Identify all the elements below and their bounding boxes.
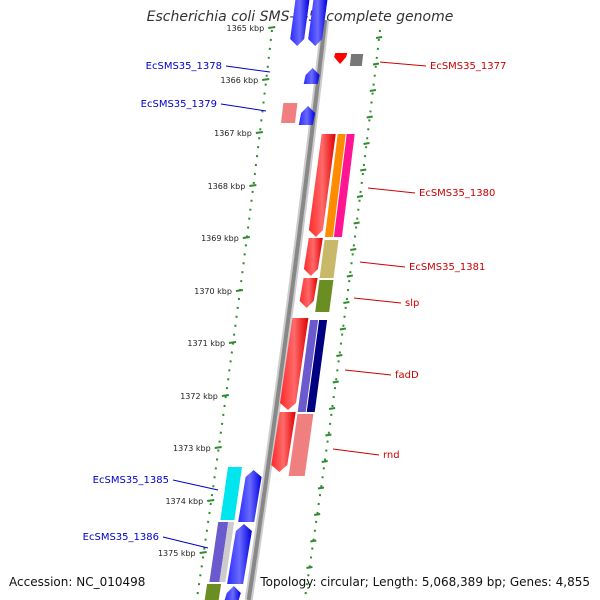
gene-label: EcSMS35_1381 — [409, 262, 485, 273]
gene-next-a — [204, 584, 222, 600]
gene-label: rnd — [383, 450, 400, 461]
label-leader-line — [220, 103, 267, 112]
gene-features — [204, 0, 364, 600]
label-leader-line — [172, 479, 219, 491]
label-leader-line — [353, 297, 402, 304]
major-tick — [268, 26, 276, 29]
major-tick — [249, 184, 257, 187]
gene-fadd-b — [297, 320, 319, 412]
major-tick — [235, 289, 244, 292]
label-leader-line — [225, 65, 271, 73]
major-tick — [207, 499, 215, 502]
gene-ecsms35-1379-a — [281, 103, 298, 123]
kbp-tick-label: 1373 kbp — [173, 444, 211, 453]
gene-ecsms35-1380-c — [333, 134, 355, 237]
label-leader-line — [367, 187, 416, 194]
label-leader-line — [332, 448, 380, 456]
gene-1376-b — [308, 0, 328, 46]
major-tick — [262, 78, 270, 81]
major-tick — [228, 341, 237, 344]
major-tick — [199, 551, 207, 554]
kbp-tick-label: 1374 kbp — [165, 497, 203, 506]
minor-tick — [343, 301, 350, 304]
minor-tick — [336, 354, 343, 357]
label-leader-line — [379, 61, 427, 67]
major-tick — [214, 446, 222, 449]
gene-label: fadD — [395, 370, 419, 381]
kbp-tick-label: 1369 kbp — [201, 234, 239, 243]
gene-rnd-a — [271, 412, 296, 472]
gene-ecsms35-1380-a — [308, 134, 336, 237]
gene-label: slp — [405, 298, 419, 309]
gene-ecsms35-1378 — [303, 68, 320, 84]
minor-tick — [328, 407, 336, 410]
right-dotted-line — [303, 29, 381, 600]
gene-ecsms35-1381-b — [319, 240, 339, 278]
minor-tick — [366, 115, 373, 119]
kbp-tick-label: 1375 kbp — [158, 549, 196, 558]
gene-label: EcSMS35_1385 — [93, 475, 169, 486]
gene-ecsms35-1385-a — [220, 467, 242, 520]
gene-labels: EcSMS35_1378 EcSMS35_1379 EcSMS35_1385 EcSM… — [83, 61, 506, 549]
gene-ecsms35-1377-b — [349, 54, 364, 66]
kbp-ticks: 1365 kbp 1366 kbp 1367 kbp 1368 kbp 1369 kbp… — [158, 24, 383, 600]
minor-tick — [360, 168, 367, 172]
kbp-tick-label: 1365 kbp — [227, 24, 265, 33]
gene-ecsms35-1386-c — [227, 524, 252, 584]
minor-tick — [332, 380, 339, 384]
kbp-tick-label: 1371 kbp — [187, 339, 225, 348]
gene-next-b — [224, 586, 241, 600]
minor-tick — [350, 248, 357, 251]
gene-rnd-b — [288, 414, 314, 476]
gene-fadd-a — [280, 318, 309, 410]
major-tick — [242, 236, 250, 239]
gene-ecsms35-1386-b — [219, 522, 235, 582]
minor-tick — [369, 89, 377, 92]
kbp-tick-label: 1370 kbp — [194, 287, 232, 296]
minor-tick — [346, 274, 353, 278]
minor-tick — [356, 195, 364, 198]
gene-ecsms35-1377-a — [334, 53, 348, 64]
label-leader-line — [162, 536, 209, 549]
accession-text: Accession: NC_010498 — [9, 575, 146, 589]
label-leader-line — [344, 369, 392, 376]
gene-label: EcSMS35_1380 — [419, 188, 495, 199]
minor-tick — [375, 36, 383, 39]
gene-label: EcSMS35_1377 — [430, 61, 506, 72]
gene-1376-a — [290, 0, 310, 46]
gene-slp-b — [315, 280, 334, 312]
gene-label: EcSMS35_1386 — [83, 532, 159, 543]
major-tick — [221, 394, 230, 397]
minor-tick — [325, 433, 332, 437]
gene-ecsms35-1386-a — [209, 522, 229, 582]
major-tick — [255, 131, 263, 134]
minor-tick — [339, 327, 347, 331]
gene-label: EcSMS35_1378 — [146, 61, 222, 72]
kbp-tick-label: 1366 kbp — [220, 76, 258, 85]
gene-ecsms35-1379-b — [298, 106, 316, 125]
gene-ecsms35-1385-b — [238, 470, 262, 522]
left-dotted-line — [195, 29, 273, 600]
gene-label: EcSMS35_1379 — [141, 99, 217, 110]
minor-tick — [306, 566, 313, 569]
gene-fadd-c — [306, 320, 328, 412]
gene-slp-a — [299, 278, 318, 308]
gene-ecsms35-1380-b — [324, 134, 346, 237]
minor-tick — [314, 513, 321, 516]
kbp-tick-label: 1367 kbp — [214, 129, 252, 138]
minor-tick — [372, 62, 380, 66]
minor-tick — [317, 486, 325, 490]
kbp-tick-label: 1372 kbp — [180, 392, 218, 401]
gene-ecsms35-1381-a — [303, 238, 323, 276]
genome-summary-text: Topology: circular; Length: 5,068,389 bp… — [260, 575, 590, 589]
minor-tick — [363, 142, 370, 145]
minor-tick — [353, 221, 360, 225]
kbp-tick-label: 1368 kbp — [208, 182, 246, 191]
minor-tick — [310, 539, 317, 543]
minor-tick — [321, 460, 328, 463]
label-leader-line — [359, 261, 406, 268]
